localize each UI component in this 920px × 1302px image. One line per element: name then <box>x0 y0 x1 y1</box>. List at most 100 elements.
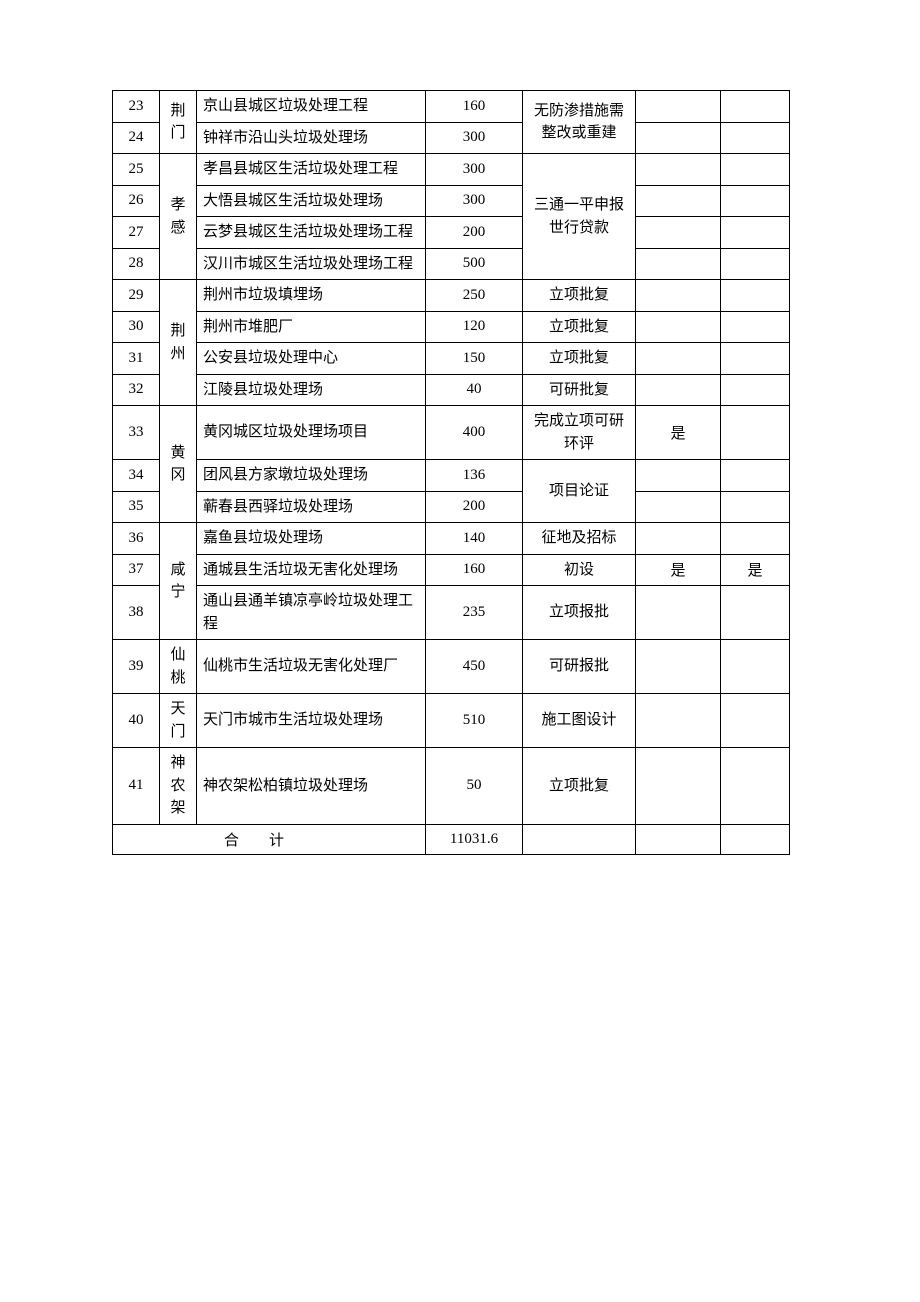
cell-flag2 <box>721 406 790 460</box>
region-label: 仙桃 <box>171 644 186 689</box>
cell-value: 300 <box>426 122 523 154</box>
cell-value: 250 <box>426 280 523 312</box>
cell-value: 300 <box>426 185 523 217</box>
cell-project: 嘉鱼县垃圾处理场 <box>197 523 426 555</box>
cell-value: 136 <box>426 460 523 492</box>
cell-status: 征地及招标 <box>523 523 636 555</box>
table-row: 25 孝感 孝昌县城区生活垃圾处理工程 300 三通一平申报世行贷款 <box>113 154 790 186</box>
cell-index: 29 <box>113 280 160 312</box>
cell-value: 140 <box>426 523 523 555</box>
table-row: 23 荆门 京山县城区垃圾处理工程 160 无防渗措施需整改或重建 <box>113 91 790 123</box>
cell-flag2 <box>721 491 790 523</box>
cell-flag1 <box>636 280 721 312</box>
cell-index: 34 <box>113 460 160 492</box>
cell-status: 立项批复 <box>523 280 636 312</box>
cell-flag2 <box>721 824 790 854</box>
cell-flag1 <box>636 185 721 217</box>
table-row: 40 天门 天门市城市生活垃圾处理场 510 施工图设计 <box>113 694 790 748</box>
table-row: 28 汉川市城区生活垃圾处理场工程 500 <box>113 248 790 280</box>
cell-value: 450 <box>426 640 523 694</box>
cell-flag1 <box>636 523 721 555</box>
cell-project: 钟祥市沿山头垃圾处理场 <box>197 122 426 154</box>
table-row: 41 神农架 神农架松柏镇垃圾处理场 50 立项批复 <box>113 748 790 825</box>
table-row: 24 钟祥市沿山头垃圾处理场 300 <box>113 122 790 154</box>
cell-flag1: 是 <box>636 554 721 586</box>
cell-value: 150 <box>426 343 523 375</box>
region-label: 神农架 <box>171 752 186 820</box>
total-label: 合计 <box>113 824 426 854</box>
cell-flag2 <box>721 640 790 694</box>
region-label: 孝感 <box>171 194 186 239</box>
cell-project: 孝昌县城区生活垃圾处理工程 <box>197 154 426 186</box>
table-row: 31 公安县垃圾处理中心 150 立项批复 <box>113 343 790 375</box>
cell-flag2 <box>721 460 790 492</box>
cell-flag2 <box>721 91 790 123</box>
cell-project: 汉川市城区生活垃圾处理场工程 <box>197 248 426 280</box>
cell-region: 仙桃 <box>160 640 197 694</box>
cell-status: 完成立项可研环评 <box>523 406 636 460</box>
cell-index: 30 <box>113 311 160 343</box>
cell-index: 32 <box>113 374 160 406</box>
cell-flag2 <box>721 280 790 312</box>
region-label: 咸宁 <box>171 559 186 604</box>
table-row: 37 通城县生活垃圾无害化处理场 160 初设 是 是 <box>113 554 790 586</box>
cell-index: 26 <box>113 185 160 217</box>
page: 23 荆门 京山县城区垃圾处理工程 160 无防渗措施需整改或重建 24 钟祥市… <box>0 0 920 1302</box>
cell-status: 三通一平申报世行贷款 <box>523 154 636 280</box>
cell-region: 咸宁 <box>160 523 197 640</box>
cell-project: 京山县城区垃圾处理工程 <box>197 91 426 123</box>
cell-flag2 <box>721 374 790 406</box>
cell-value: 160 <box>426 91 523 123</box>
cell-status: 立项批复 <box>523 748 636 825</box>
cell-flag1 <box>636 91 721 123</box>
cell-region: 神农架 <box>160 748 197 825</box>
cell-status: 施工图设计 <box>523 694 636 748</box>
cell-index: 39 <box>113 640 160 694</box>
table-row: 27 云梦县城区生活垃圾处理场工程 200 <box>113 217 790 249</box>
cell-flag2 <box>721 694 790 748</box>
cell-value: 40 <box>426 374 523 406</box>
cell-status: 立项批复 <box>523 343 636 375</box>
cell-flag2 <box>721 343 790 375</box>
cell-flag1 <box>636 311 721 343</box>
cell-project: 黄冈城区垃圾处理场项目 <box>197 406 426 460</box>
cell-flag2 <box>721 748 790 825</box>
region-label: 天门 <box>171 698 186 743</box>
cell-index: 28 <box>113 248 160 280</box>
cell-index: 31 <box>113 343 160 375</box>
cell-flag2: 是 <box>721 554 790 586</box>
cell-status: 初设 <box>523 554 636 586</box>
cell-index: 25 <box>113 154 160 186</box>
cell-value: 120 <box>426 311 523 343</box>
cell-flag1 <box>636 343 721 375</box>
cell-flag1: 是 <box>636 406 721 460</box>
cell-index: 38 <box>113 586 160 640</box>
cell-status: 无防渗措施需整改或重建 <box>523 91 636 154</box>
cell-status: 项目论证 <box>523 460 636 523</box>
region-label: 黄冈 <box>171 442 186 487</box>
cell-status: 立项报批 <box>523 586 636 640</box>
cell-flag1 <box>636 374 721 406</box>
cell-region: 孝感 <box>160 154 197 280</box>
cell-flag1 <box>636 491 721 523</box>
cell-flag1 <box>636 248 721 280</box>
cell-project: 公安县垃圾处理中心 <box>197 343 426 375</box>
cell-value: 500 <box>426 248 523 280</box>
cell-index: 23 <box>113 91 160 123</box>
cell-project: 荆州市堆肥厂 <box>197 311 426 343</box>
cell-region: 荆州 <box>160 280 197 406</box>
region-label: 荆门 <box>171 100 186 145</box>
cell-value: 200 <box>426 491 523 523</box>
cell-flag2 <box>721 154 790 186</box>
cell-region: 荆门 <box>160 91 197 154</box>
cell-index: 40 <box>113 694 160 748</box>
cell-value: 160 <box>426 554 523 586</box>
cell-index: 36 <box>113 523 160 555</box>
cell-status: 可研报批 <box>523 640 636 694</box>
data-table: 23 荆门 京山县城区垃圾处理工程 160 无防渗措施需整改或重建 24 钟祥市… <box>112 90 790 855</box>
cell-project: 云梦县城区生活垃圾处理场工程 <box>197 217 426 249</box>
table-row: 32 江陵县垃圾处理场 40 可研批复 <box>113 374 790 406</box>
region-label: 荆州 <box>171 320 186 365</box>
cell-status: 可研批复 <box>523 374 636 406</box>
table-row: 39 仙桃 仙桃市生活垃圾无害化处理厂 450 可研报批 <box>113 640 790 694</box>
